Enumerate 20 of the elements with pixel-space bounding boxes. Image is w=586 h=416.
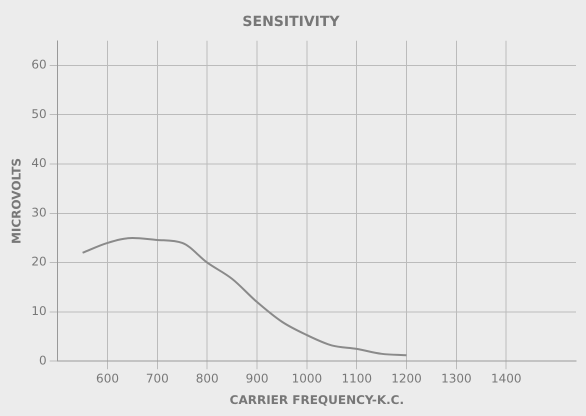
y-tick-label: 0	[39, 353, 47, 368]
y-tick-label: 20	[31, 254, 47, 269]
x-tick-label: 700	[146, 372, 169, 386]
y-tick-label: 50	[31, 106, 47, 121]
x-axis-title: CARRIER FREQUENCY-K.C.	[230, 392, 404, 407]
y-tick-label: 60	[31, 58, 47, 72]
x-tick-label: 1000	[292, 372, 322, 386]
x-tick-label: 1300	[441, 372, 472, 386]
x-tick-label: 900	[246, 372, 268, 386]
x-tick-label: 1100	[341, 372, 372, 386]
x-tick-label: 800	[196, 372, 219, 386]
y-tick-label: 40	[31, 156, 47, 170]
x-tick-label: 600	[96, 372, 119, 386]
x-tick-label: 1400	[490, 372, 522, 386]
line-series	[82, 236, 408, 356]
y-tick-label: 30	[31, 205, 47, 220]
y-axis-title: MICROVOLTS	[9, 158, 24, 244]
chart-title: SENSITIVITY	[242, 14, 340, 30]
y-tick-label: 10	[31, 304, 47, 318]
x-tick-label: 1200	[391, 372, 422, 386]
